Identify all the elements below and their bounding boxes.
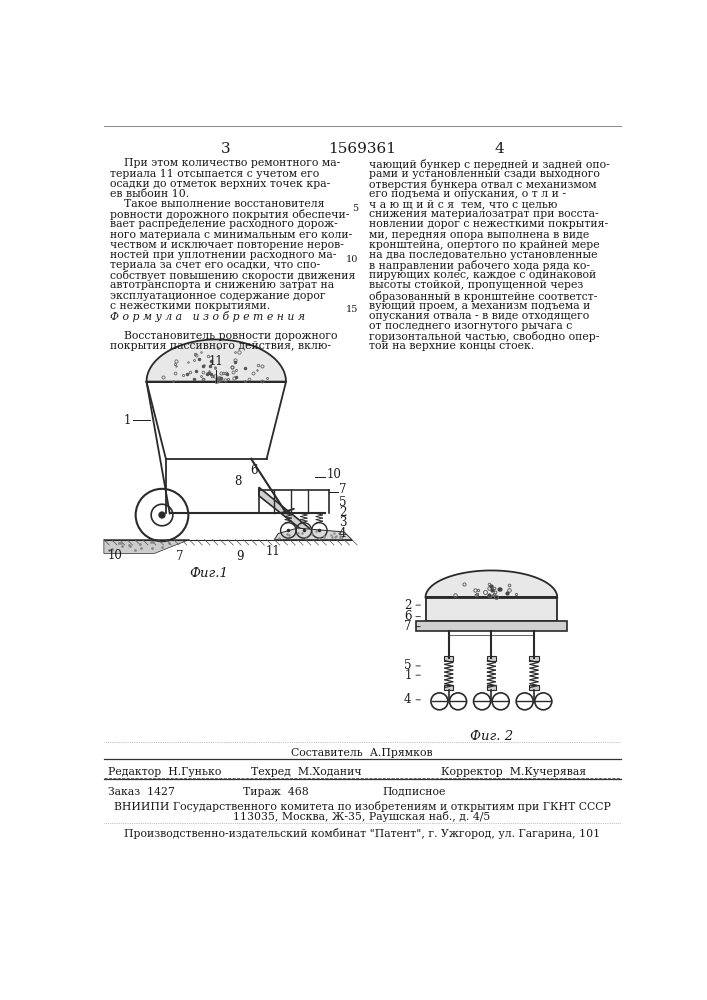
Text: в направлении рабочего хода ряда ко-: в направлении рабочего хода ряда ко-	[369, 260, 590, 271]
Polygon shape	[426, 570, 557, 597]
Text: Восстановитель ровности дорожного: Восстановитель ровности дорожного	[110, 331, 337, 341]
Text: рами и установленный сзади выходного: рами и установленный сзади выходного	[369, 169, 600, 179]
Text: 2: 2	[339, 506, 346, 519]
Text: 4: 4	[494, 142, 504, 156]
Text: автотранспорта и снижению затрат на: автотранспорта и снижению затрат на	[110, 280, 334, 290]
Text: 4: 4	[339, 527, 346, 540]
Text: 7: 7	[176, 550, 184, 563]
Polygon shape	[259, 487, 309, 536]
Bar	[486, 656, 496, 661]
Text: горизонтальной частью, свободно опер-: горизонтальной частью, свободно опер-	[369, 331, 600, 342]
Text: чеством и исключает повторение неров-: чеством и исключает повторение неров-	[110, 240, 344, 250]
Text: 2: 2	[404, 599, 411, 612]
Circle shape	[159, 512, 165, 518]
Text: 5: 5	[404, 659, 411, 672]
Text: пирующих колес, каждое с одинаковой: пирующих колес, каждое с одинаковой	[369, 270, 596, 280]
Text: 3: 3	[221, 142, 230, 156]
Text: Ф о р м у л а   и з о б р е т е н и я: Ф о р м у л а и з о б р е т е н и я	[110, 311, 305, 322]
Text: Фиг. 2: Фиг. 2	[470, 730, 513, 743]
Text: эксплуатационное содержание дорог: эксплуатационное содержание дорог	[110, 291, 326, 301]
Text: териала 11 отсыпается с учетом его: териала 11 отсыпается с учетом его	[110, 169, 320, 179]
Text: 5: 5	[339, 496, 346, 509]
Text: кронштейна, опертого по крайней мере: кронштейна, опертого по крайней мере	[369, 240, 600, 250]
Text: вующий проем, а механизм подъема и: вующий проем, а механизм подъема и	[369, 301, 590, 311]
Text: Тираж  468: Тираж 468	[243, 787, 309, 797]
Text: 4: 4	[404, 693, 411, 706]
Text: 5: 5	[352, 204, 358, 213]
Bar	[416, 620, 566, 631]
Text: 6: 6	[250, 464, 258, 477]
Text: 113035, Москва, Ж-35, Раушская наб., д. 4/5: 113035, Москва, Ж-35, Раушская наб., д. …	[233, 811, 491, 822]
Text: новлении дорог с нежесткими покрытия-: новлении дорог с нежесткими покрытия-	[369, 219, 608, 229]
Text: той на верхние концы стоек.: той на верхние концы стоек.	[369, 341, 534, 351]
Text: Такое выполнение восстановителя: Такое выполнение восстановителя	[110, 199, 325, 209]
Text: его подъема и опускания, о т л и -: его подъема и опускания, о т л и -	[369, 189, 566, 199]
Text: снижения материалозатрат при восста-: снижения материалозатрат при восста-	[369, 209, 599, 219]
Text: 15: 15	[346, 305, 358, 314]
Text: ного материала с минимальным его коли-: ного материала с минимальным его коли-	[110, 230, 352, 240]
Polygon shape	[274, 528, 352, 540]
Text: териала за счет его осадки, что спо-: териала за счет его осадки, что спо-	[110, 260, 320, 270]
Text: 1: 1	[404, 669, 411, 682]
Text: Техред  М.Ходанич: Техред М.Ходанич	[251, 767, 362, 777]
Bar	[530, 685, 539, 690]
Text: ностей при уплотнении расходного ма-: ностей при уплотнении расходного ма-	[110, 250, 337, 260]
Polygon shape	[146, 339, 286, 382]
Text: ев выбоин 10.: ев выбоин 10.	[110, 189, 189, 199]
Text: вает распределение расходного дорож-: вает распределение расходного дорож-	[110, 219, 338, 229]
Text: 10: 10	[346, 255, 358, 264]
Text: 7: 7	[404, 620, 411, 633]
Text: чающий бункер с передней и задней опо-: чающий бункер с передней и задней опо-	[369, 158, 609, 169]
Text: собствует повышению скорости движения: собствует повышению скорости движения	[110, 270, 356, 281]
Text: ровности дорожного покрытия обеспечи-: ровности дорожного покрытия обеспечи-	[110, 209, 349, 220]
Text: 10: 10	[327, 468, 341, 481]
Polygon shape	[104, 540, 189, 554]
Text: ч а ю щ и й с я  тем, что с целью: ч а ю щ и й с я тем, что с целью	[369, 199, 557, 209]
Text: 6: 6	[404, 610, 411, 623]
Text: 11: 11	[209, 355, 223, 368]
Text: покрытия пассивного действия, вклю-: покрытия пассивного действия, вклю-	[110, 341, 331, 351]
Text: 11: 11	[265, 545, 280, 558]
Text: ми, передняя опора выполнена в виде: ми, передняя опора выполнена в виде	[369, 230, 589, 240]
Text: отверстия бункера отвал с механизмом: отверстия бункера отвал с механизмом	[369, 179, 597, 190]
Text: Заказ  1427: Заказ 1427	[107, 787, 175, 797]
Text: от последнего изогнутого рычага с: от последнего изогнутого рычага с	[369, 321, 572, 331]
Text: Корректор  М.Кучерявая: Корректор М.Кучерявая	[441, 767, 586, 777]
Bar	[486, 685, 496, 690]
Text: При этом количество ремонтного ма-: При этом количество ремонтного ма-	[110, 158, 340, 168]
Text: 3: 3	[339, 516, 346, 529]
Bar	[444, 685, 453, 690]
Text: на два последовательно установленные: на два последовательно установленные	[369, 250, 597, 260]
Text: опускания отвала - в виде отходящего: опускания отвала - в виде отходящего	[369, 311, 589, 321]
Text: образованный в кронштейне соответст-: образованный в кронштейне соответст-	[369, 291, 597, 302]
Text: Составитель  А.Прямков: Составитель А.Прямков	[291, 748, 433, 758]
Text: Редактор  Н.Гунько: Редактор Н.Гунько	[107, 767, 221, 777]
Text: Подписное: Подписное	[383, 787, 446, 797]
Text: 1: 1	[124, 414, 131, 427]
Bar	[444, 656, 453, 661]
Text: 1569361: 1569361	[328, 142, 396, 156]
Bar	[530, 656, 539, 661]
Bar	[426, 597, 557, 620]
Text: 7: 7	[339, 483, 346, 496]
Text: 8: 8	[234, 475, 242, 488]
Text: Фиг.1: Фиг.1	[189, 567, 228, 580]
Text: с нежесткими покрытиями.: с нежесткими покрытиями.	[110, 301, 270, 311]
Text: высоты стойкой, пропущенной через: высоты стойкой, пропущенной через	[369, 280, 583, 290]
Text: осадки до отметок верхних точек кра-: осадки до отметок верхних точек кра-	[110, 179, 330, 189]
Text: ВНИИПИ Государственного комитета по изобретениям и открытиям при ГКНТ СССР: ВНИИПИ Государственного комитета по изоб…	[114, 801, 610, 812]
Text: Производственно-издательский комбинат "Патент", г. Ужгород, ул. Гагарина, 101: Производственно-издательский комбинат "П…	[124, 828, 600, 839]
Text: 9: 9	[235, 550, 243, 563]
Text: 10: 10	[108, 549, 123, 562]
